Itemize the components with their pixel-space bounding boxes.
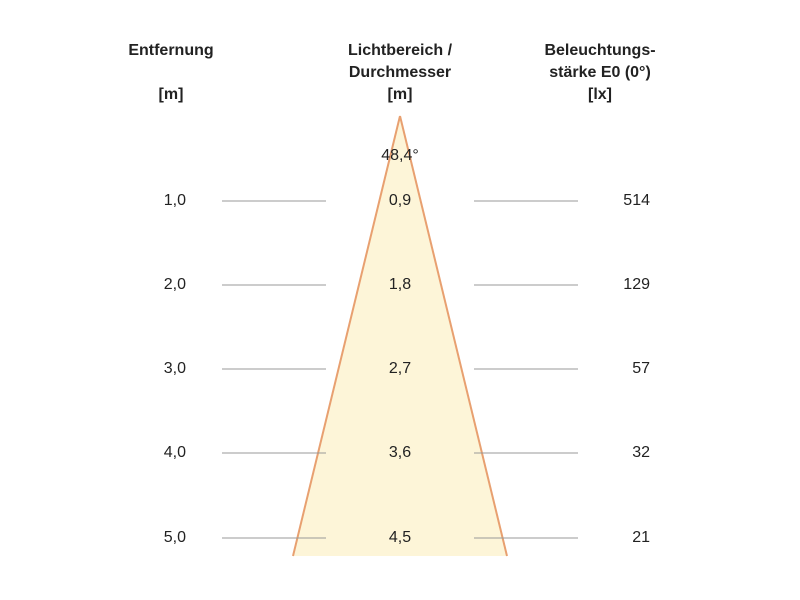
light-cone-left-edge	[292, 115, 401, 557]
diameter-header-title-1: Lichtbereich /	[347, 42, 453, 59]
row-diameter-value: 3,6	[388, 444, 412, 461]
row-illuminance-value: 32	[632, 444, 650, 461]
illuminance-header-title-2: stärke E0 (0°)	[549, 64, 651, 81]
diameter-header: Lichtbereich / Durchmesser [m]	[320, 40, 480, 106]
row-illuminance-value: 57	[632, 360, 650, 377]
light-cone-right-edge	[399, 115, 508, 557]
illuminance-header-title-1: Beleuchtungs-	[544, 42, 656, 59]
diameter-header-title-2: Durchmesser	[348, 64, 452, 81]
distance-header: Entfernung [m]	[111, 40, 231, 106]
row-diameter-value: 2,7	[388, 360, 412, 377]
light-cone	[293, 116, 507, 556]
row-distance-value: 1,0	[163, 192, 186, 209]
row-diameter-value: 1,8	[388, 276, 412, 293]
row-distance-value: 4,0	[163, 444, 186, 461]
row-distance-value: 3,0	[163, 360, 186, 377]
diameter-header-unit: [m]	[387, 86, 413, 103]
row-diameter-value: 4,5	[388, 529, 412, 546]
row-illuminance-value: 129	[623, 276, 650, 293]
row-illuminance-value: 514	[623, 192, 650, 209]
illuminance-header-unit: [lx]	[588, 86, 612, 103]
distance-header-title: Entfernung	[128, 42, 214, 59]
illuminance-header: Beleuchtungs- stärke E0 (0°) [lx]	[525, 40, 675, 106]
row-diameter-value: 0,9	[388, 192, 412, 209]
row-illuminance-value: 21	[632, 529, 650, 546]
row-distance-value: 2,0	[163, 276, 186, 293]
leader-lines	[222, 200, 578, 539]
beam-angle-label: 48,4°	[381, 147, 419, 164]
row-distance-value: 5,0	[163, 529, 186, 546]
distance-header-unit: [m]	[158, 86, 184, 103]
